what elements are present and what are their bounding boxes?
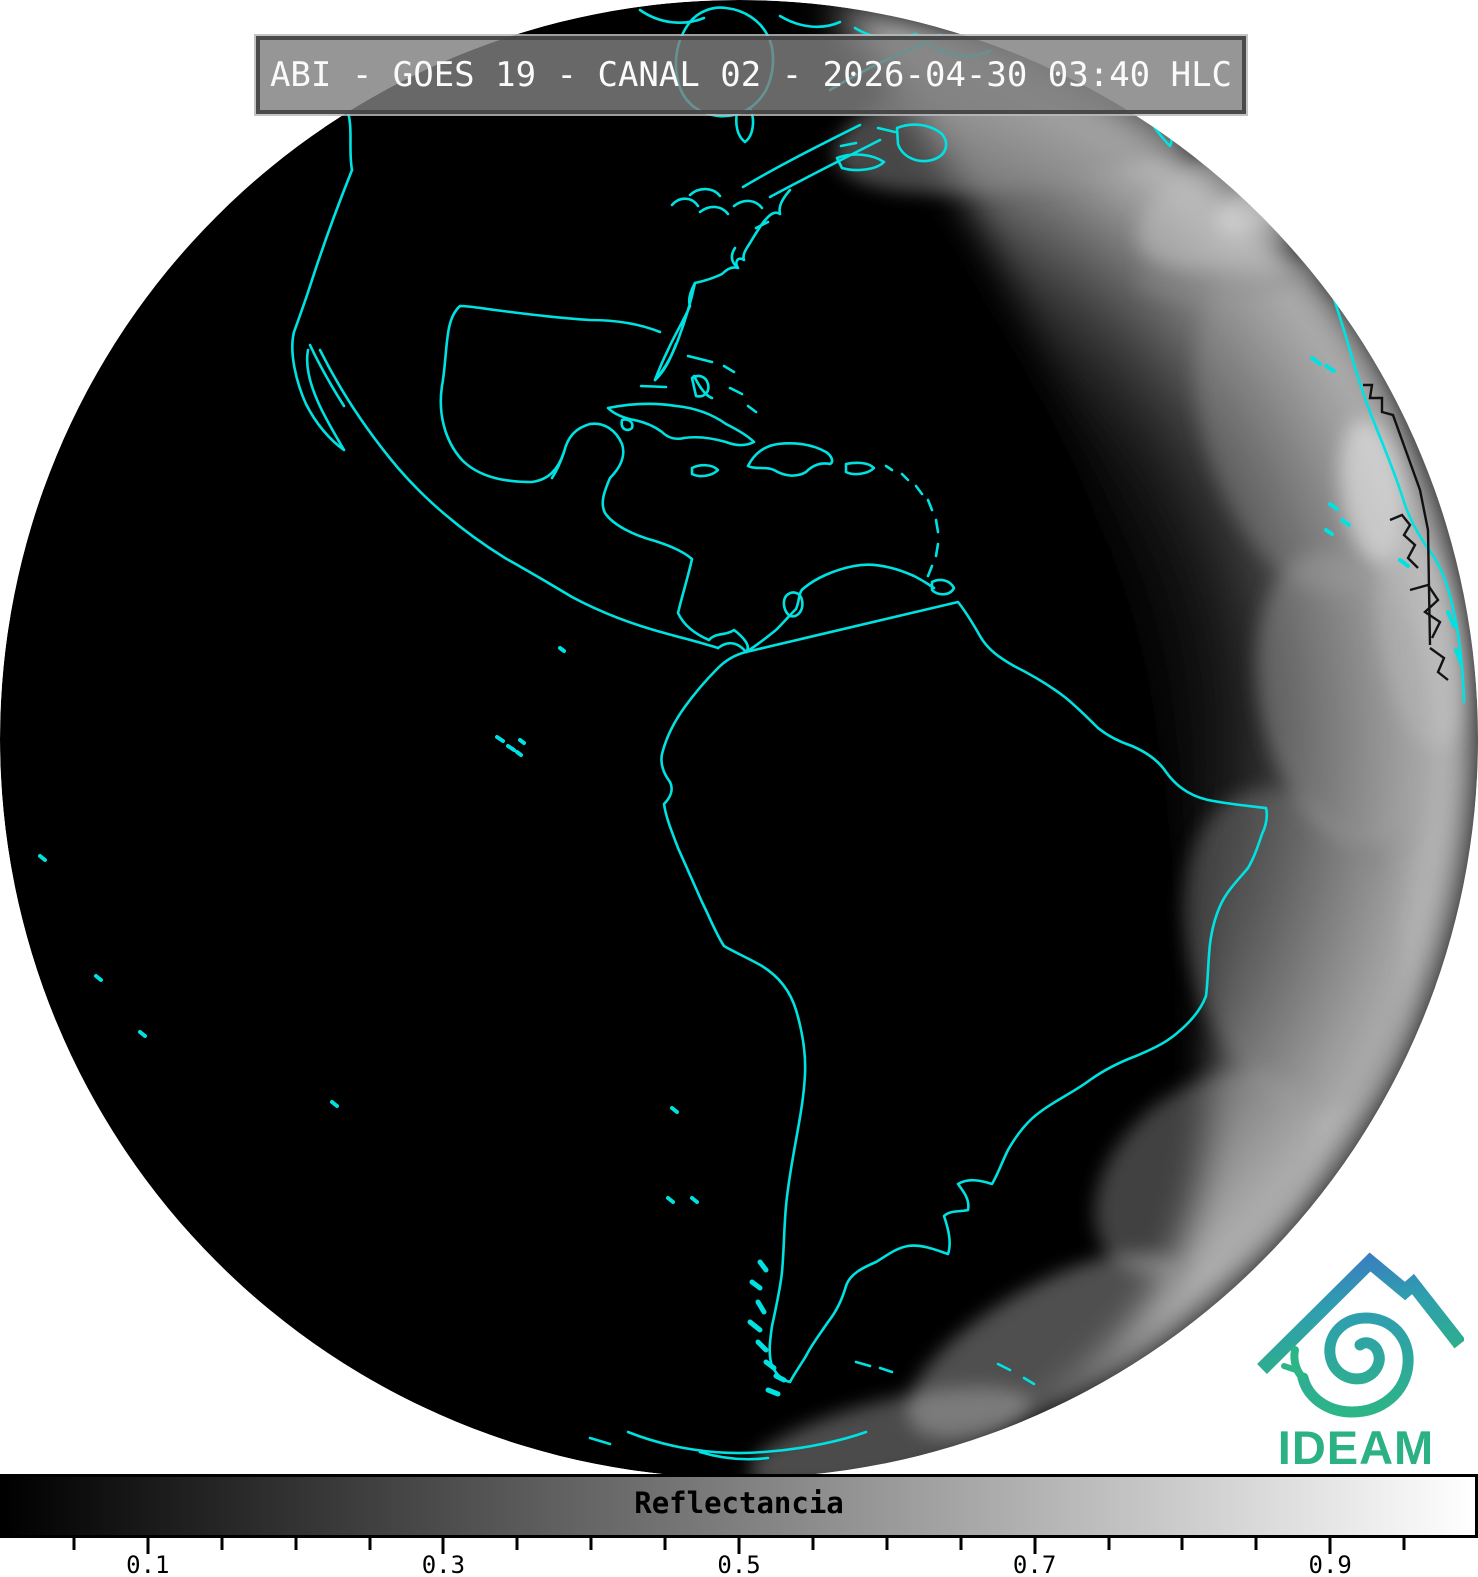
colorbar-tick [1107, 1538, 1110, 1550]
cloud-texture [749, 26, 1464, 1478]
colorbar-tick-label: 0.5 [717, 1551, 761, 1577]
coastline-south-america [660, 563, 1269, 1397]
colorbar-tick [885, 1538, 889, 1550]
ideam-logo: IDEAM [1248, 1240, 1466, 1474]
coastline-gulf-of-mexico [439, 304, 711, 642]
colorbar-tick [72, 1538, 76, 1550]
coastline-southern-islands [588, 1360, 1036, 1461]
colorbar-tick-label: 0.7 [1012, 1551, 1057, 1577]
colorbar-tick [1402, 1538, 1406, 1550]
coastline-great-lakes [670, 187, 764, 216]
colorbar-tick [1254, 1538, 1258, 1550]
coastline-africa-greenland [1108, 18, 1466, 704]
colorbar-tick-label: 0.1 [126, 1551, 170, 1577]
title-bar: ABI - GOES 19 - CANAL 02 - 2026-04-30 03… [254, 34, 1248, 116]
colorbar-tick [589, 1538, 593, 1550]
colorbar-tick [811, 1538, 815, 1550]
mountain-roof-icon [1257, 1252, 1466, 1374]
coastline-northeast-canada [741, 123, 948, 199]
colorbar-tick [737, 1538, 741, 1554]
coastline-islands-specks [38, 646, 699, 1204]
colorbar-tick-label: 0.3 [421, 1551, 466, 1577]
ideam-logo-graphic [1257, 1252, 1466, 1418]
ideam-wordmark: IDEAM [1277, 1421, 1435, 1474]
colorbar-tick [1328, 1538, 1332, 1554]
colorbar-tick [294, 1538, 298, 1550]
colorbar-tick-label: 0.9 [1308, 1551, 1352, 1577]
hurricane-spiral-icon [1281, 1312, 1414, 1418]
colorbar-gradient [0, 1474, 1478, 1538]
colorbar-axis: 0.1 0.3 0.5 0.7 0.9 [0, 1538, 1478, 1577]
colorbar-tick [220, 1538, 224, 1550]
colorbar-tick [515, 1538, 519, 1550]
colorbar-tick [146, 1538, 150, 1554]
country-borders-overlay [1363, 383, 1449, 681]
colorbar-tick [441, 1538, 445, 1554]
colorbar-tick [959, 1538, 963, 1550]
coastline-us-east [639, 188, 792, 389]
colorbar-tick [663, 1538, 667, 1550]
title-text: ABI - GOES 19 - CANAL 02 - 2026-04-30 03… [269, 55, 1233, 95]
coastline-na-pacific [291, 104, 720, 650]
satellite-earth-disk [0, 0, 1478, 1478]
colorbar-tick [1033, 1538, 1037, 1554]
colorbar-tick [1180, 1538, 1184, 1550]
coastline-central-america [707, 628, 750, 654]
colorbar-tick [368, 1538, 371, 1550]
coastline-caribbean [606, 354, 956, 596]
